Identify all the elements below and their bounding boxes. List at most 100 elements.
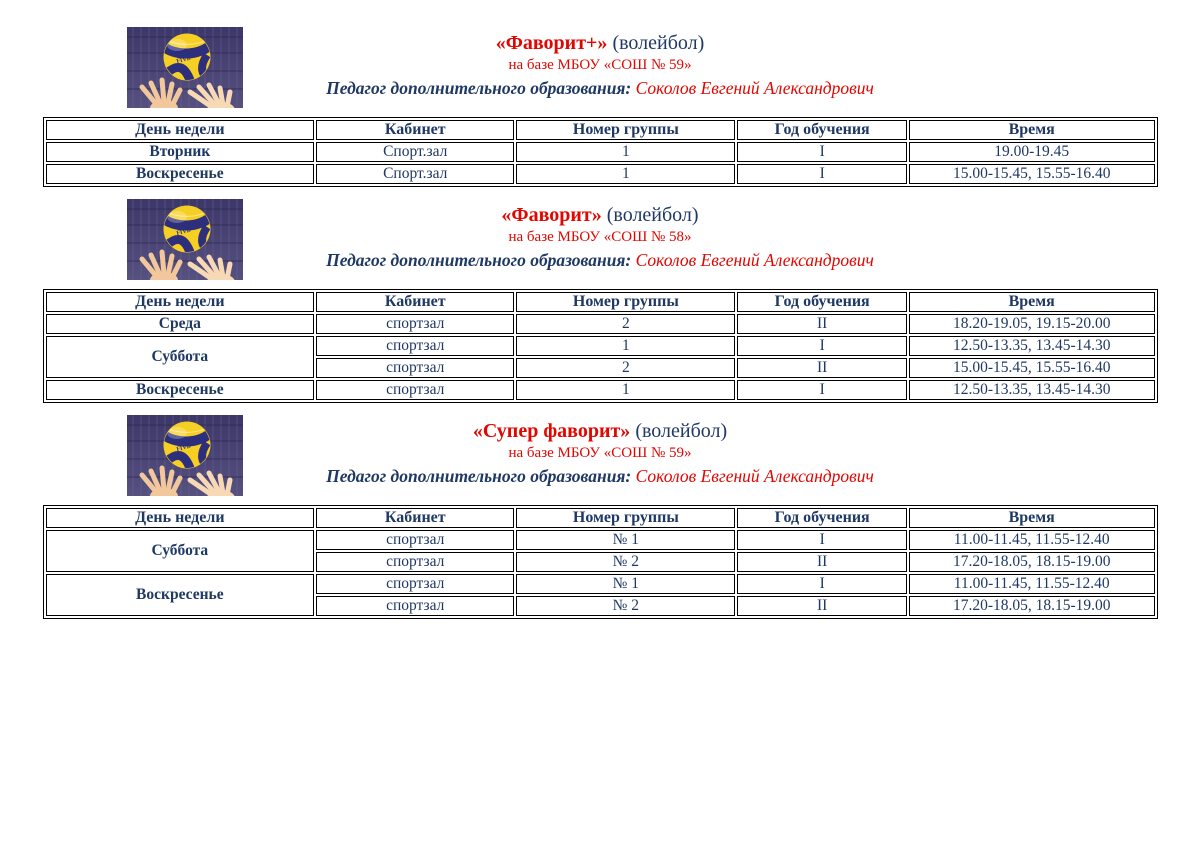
study-year-cell: I — [737, 380, 907, 400]
study-year-cell: I — [737, 574, 907, 594]
schedule-table: День недели Кабинет Номер группы Год обучен… — [42, 289, 1158, 403]
volleyball-photo: FIVB — [127, 415, 243, 496]
table-body: Вторник Спорт.зал 1 I 19.00-19.45 Воскресенье… — [45, 142, 1155, 184]
left-hand — [139, 77, 183, 108]
ball-logo-text: FIVB — [176, 228, 191, 237]
study-year-cell: II — [737, 596, 907, 616]
column-header: Номер группы — [516, 292, 736, 312]
column-header: День недели — [45, 292, 315, 312]
club-name: «Фаворит» — [501, 204, 602, 226]
day-cell: Воскресенье — [45, 380, 315, 400]
right-hand — [187, 82, 235, 108]
club-name: «Фаворит+» — [495, 32, 608, 54]
volleyball-photo: FIVB — [127, 27, 243, 108]
left-hand — [139, 465, 183, 496]
room-cell: спортзал — [316, 596, 515, 616]
table-row: Воскресенье спортзал № 1 I 11.00-11.45, 11.5… — [45, 574, 1155, 616]
group-number-cell: 1 — [516, 336, 736, 356]
table-row: спортзал 2 II 15.00-15.45, 15.55-16.40 — [46, 358, 1155, 378]
column-header: Год обучения — [737, 292, 907, 312]
ball-logo-text: FIVB — [176, 56, 191, 65]
teacher-label: Педагог дополнительного образования: — [326, 78, 636, 98]
column-header: Год обучения — [737, 508, 907, 528]
column-header: Время — [908, 292, 1155, 312]
time-cell: 15.00-15.45, 15.55-16.40 — [908, 164, 1155, 184]
day-cell: Воскресенье — [45, 164, 315, 184]
section-title-line: «Фаворит» (волейбол) — [0, 204, 1200, 227]
group-number-cell: № 2 — [516, 552, 736, 572]
group-number-cell: № 1 — [516, 574, 736, 594]
table-row: Воскресенье Спорт.зал 1 I 15.00-15.45, 15.55… — [45, 164, 1155, 184]
section-titles: «Фаворит+» (волейбол) на базе МБОУ «СОШ … — [0, 27, 1200, 100]
schedule-table: День недели Кабинет Номер группы Год обучен… — [42, 117, 1158, 187]
teacher-name: Соколов Евгений Александрович — [635, 78, 874, 98]
volleyball-hands-image: FIVB — [127, 415, 243, 496]
ball-logo-text: FIVB — [176, 444, 191, 453]
sport-label: (волейбол) — [601, 204, 699, 226]
table-body: Суббота спортзал № 1 I 11.00-11.45, 11.55-12… — [45, 530, 1155, 616]
room-cell: спортзал — [316, 336, 515, 356]
time-cell: 17.20-18.05, 18.15-19.00 — [908, 552, 1155, 572]
schedule-section: FIVB « — [0, 199, 1200, 403]
column-header: Время — [908, 508, 1155, 528]
teacher-label: Педагог дополнительного образования: — [326, 466, 636, 486]
room-cell: Спорт.зал — [316, 142, 515, 162]
column-header: Кабинет — [316, 120, 515, 140]
time-cell: 17.20-18.05, 18.15-19.00 — [908, 596, 1155, 616]
volleyball-hands-image: FIVB — [127, 199, 243, 280]
time-cell: 12.50-13.35, 13.45-14.30 — [908, 336, 1155, 356]
study-year-cell: I — [737, 336, 907, 356]
study-year-cell: I — [737, 530, 907, 550]
day-cell: Суббота — [45, 530, 315, 572]
group-number-cell: 1 — [516, 380, 736, 400]
study-year-cell: II — [737, 314, 907, 334]
teacher-line: Педагог дополнительного образования: Сок… — [0, 464, 1200, 488]
time-cell: 12.50-13.35, 13.45-14.30 — [908, 380, 1155, 400]
table-row: спортзал № 2 II 17.20-18.05, 18.15-19.00 — [46, 596, 1155, 616]
table-row: Суббота спортзал 1 I 12.50-13.35, 13.45-14.3… — [45, 336, 1155, 378]
school-subtitle: на базе МБОУ «СОШ № 59» — [508, 445, 692, 461]
group-number-cell: № 2 — [516, 596, 736, 616]
section-title-line: «Супер фаворит» (волейбол) — [0, 420, 1200, 443]
section-titles: «Фаворит» (волейбол) на базе МБОУ «СОШ №… — [0, 199, 1200, 272]
section-header: FIVB « — [0, 415, 1200, 497]
left-hand — [139, 249, 183, 280]
sport-label: (волейбол) — [607, 32, 705, 54]
time-cell: 11.00-11.45, 11.55-12.40 — [908, 574, 1155, 594]
time-cell: 19.00-19.45 — [908, 142, 1155, 162]
study-year-cell: I — [737, 164, 907, 184]
column-header: Год обучения — [737, 120, 907, 140]
room-cell: спортзал — [316, 574, 515, 594]
teacher-line: Педагог дополнительного образования: Сок… — [0, 76, 1200, 100]
room-cell: спортзал — [316, 380, 515, 400]
day-cell: Вторник — [45, 142, 315, 162]
column-header: День недели — [45, 120, 315, 140]
sport-label: (волейбол) — [630, 420, 728, 442]
group-number-cell: 1 — [516, 142, 736, 162]
time-cell: 11.00-11.45, 11.55-12.40 — [908, 530, 1155, 550]
school-subtitle: на базе МБОУ «СОШ № 58» — [508, 229, 692, 245]
room-cell: спортзал — [316, 552, 515, 572]
volleyball-hands-image: FIVB — [127, 27, 243, 108]
teacher-label: Педагог дополнительного образования: — [326, 250, 636, 270]
volleyball-photo: FIVB — [127, 199, 243, 280]
table-header-row: День недели Кабинет Номер группы Год обучен… — [45, 120, 1155, 140]
study-year-cell: II — [737, 358, 907, 378]
day-cell: Суббота — [45, 336, 315, 378]
right-hand — [187, 254, 235, 280]
group-number-cell: 2 — [516, 358, 736, 378]
teacher-line: Педагог дополнительного образования: Сок… — [0, 248, 1200, 272]
study-year-cell: II — [737, 552, 907, 572]
room-cell: спортзал — [316, 314, 515, 334]
table-row: Воскресенье спортзал 1 I 12.50-13.35, 13.45-… — [45, 380, 1155, 400]
table-row: Вторник Спорт.зал 1 I 19.00-19.45 — [45, 142, 1155, 162]
schedule-section: FIVB « — [0, 27, 1200, 187]
right-hand — [187, 470, 235, 496]
column-header: Номер группы — [516, 508, 736, 528]
schedule-table: День недели Кабинет Номер группы Год обучен… — [42, 505, 1158, 619]
section-title-line: «Фаворит+» (волейбол) — [0, 32, 1200, 55]
table-body: Среда спортзал 2 II 18.20-19.05, 19.15-20.00… — [45, 314, 1155, 400]
column-header: Время — [908, 120, 1155, 140]
column-header: День недели — [45, 508, 315, 528]
